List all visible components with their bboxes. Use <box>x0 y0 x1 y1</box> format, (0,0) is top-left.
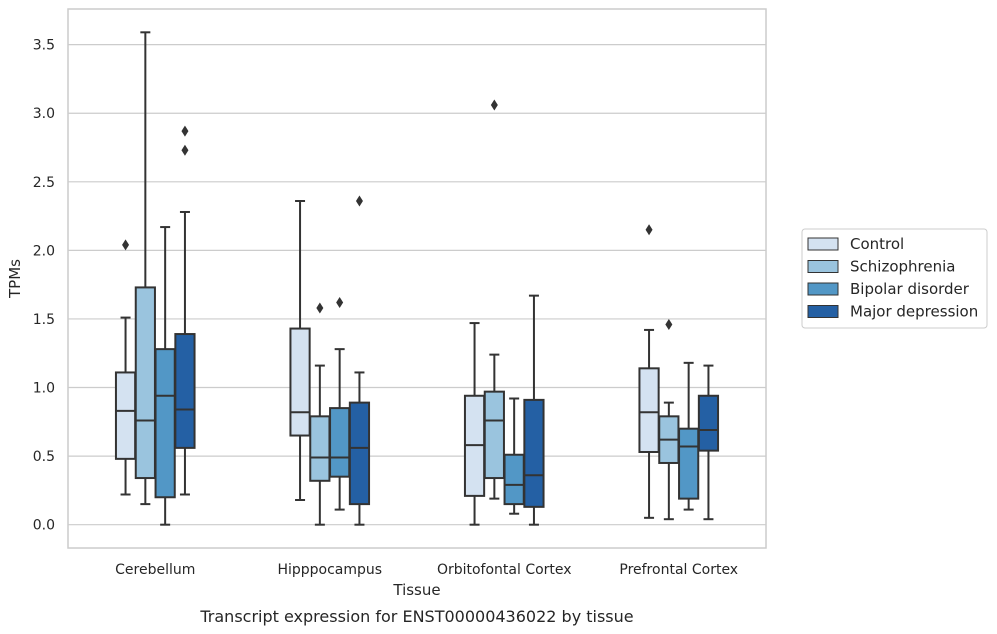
x-tick-label: Hipppocampus <box>277 562 382 578</box>
box-body <box>523 398 545 508</box>
box-body <box>503 453 525 506</box>
legend-swatch <box>807 305 839 318</box>
legend-label: Control <box>850 235 904 253</box>
x-tick-label: Cerebellum <box>115 562 195 578</box>
box-0-0 <box>114 239 137 496</box>
y-axis-label: TPMs <box>6 259 24 299</box>
outlier-point <box>645 224 653 236</box>
legend-label: Schizophrenia <box>850 258 955 276</box>
box-series <box>114 31 720 526</box>
outlier-point <box>336 297 344 309</box>
outlier-point <box>316 302 324 314</box>
legend-frame <box>801 228 988 329</box>
box-2-1 <box>483 99 505 500</box>
box-body <box>174 333 196 449</box>
legend-swatch <box>807 282 839 296</box>
box-body <box>483 390 505 480</box>
legend-swatch <box>807 237 839 251</box>
x-tick-label: Orbitofontal Cortex <box>437 562 572 578</box>
box-2-3 <box>523 294 545 526</box>
legend-label: Major depression <box>850 303 978 321</box>
box-body <box>697 394 720 452</box>
box-1-0 <box>289 200 311 501</box>
x-tick-labels: Cerebellum Hipppocampus Orbitofontal Corte… <box>115 562 738 578</box>
outlier-point <box>181 125 189 137</box>
box-body <box>114 371 137 460</box>
y-tick-label: 3.0 <box>33 106 55 122</box>
outlier-point <box>122 239 130 251</box>
figure-caption: Transcript expression for ENST0000043602… <box>199 607 633 626</box>
box-body <box>134 286 156 480</box>
box-3-2 <box>678 361 700 511</box>
x-axis-label: Tissue <box>392 581 440 599</box>
outlier-point <box>490 99 498 111</box>
y-tick-label: 0.0 <box>33 518 55 534</box>
box-body <box>348 401 371 506</box>
box-0-1 <box>134 31 156 506</box>
legend-swatch <box>807 260 839 273</box>
legend: Control Schizophrenia Bipolar disorder Majo… <box>801 228 988 329</box>
y-tick-label: 0.5 <box>33 449 55 465</box>
outlier-point <box>665 318 673 330</box>
box-body <box>329 407 351 478</box>
x-tick-label: Prefrontal Cortex <box>619 562 738 578</box>
outlier-point <box>355 195 363 207</box>
box-0-2 <box>154 226 176 526</box>
box-1-1 <box>309 302 331 526</box>
box-2-2 <box>503 397 525 515</box>
box-2-0 <box>463 322 486 526</box>
y-tick-label: 1.5 <box>33 312 55 328</box>
plot-frame <box>67 8 767 549</box>
y-tick-label: 2.5 <box>33 175 55 191</box>
box-body <box>154 348 176 499</box>
box-3-1 <box>658 318 680 521</box>
box-body <box>638 367 660 453</box>
box-body <box>309 415 331 482</box>
y-tick-label: 1.0 <box>33 381 55 397</box>
y-tick-label: 3.5 <box>33 38 55 54</box>
y-tick-labels: 0.0 0.5 1.0 1.5 2.0 2.5 3.0 3.5 <box>33 38 55 534</box>
box-1-3 <box>348 195 371 526</box>
box-body <box>678 427 700 500</box>
y-tick-label: 2.0 <box>33 243 55 259</box>
box-3-3 <box>697 364 720 521</box>
box-0-3 <box>174 125 196 496</box>
box-3-0 <box>638 224 660 519</box>
box-body <box>289 327 311 437</box>
outlier-point <box>181 144 189 156</box>
box-1-2 <box>329 297 351 511</box>
legend-label: Bipolar disorder <box>850 280 970 298</box>
